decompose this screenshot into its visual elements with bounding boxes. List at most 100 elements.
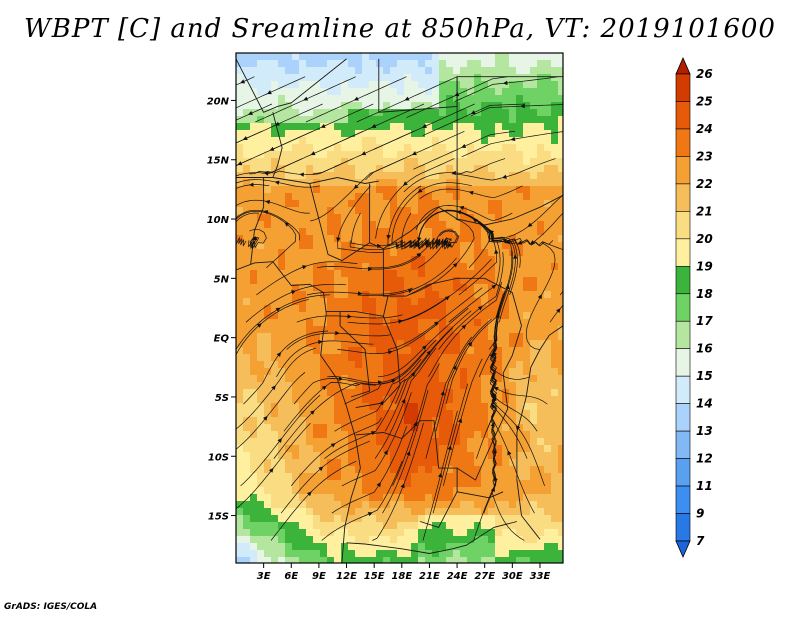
colorbar-box [675, 128, 691, 157]
streamline-arrow [320, 123, 326, 128]
boundary-line [369, 183, 458, 250]
streamline-arrow [411, 151, 417, 156]
colorbar-box [675, 238, 691, 267]
streamline-arrow [417, 188, 423, 193]
boundary-line [346, 521, 518, 554]
colorbar-box [675, 211, 691, 240]
streamline-arrow [529, 240, 535, 245]
streamline-arrow [275, 307, 281, 312]
colorbar-label: 18 [696, 287, 713, 301]
colorbar-label: 7 [696, 534, 705, 548]
map-frame [235, 52, 564, 564]
boundary-line [236, 58, 347, 113]
streamline [549, 304, 563, 323]
boundary-line [272, 112, 283, 178]
colorbar-label: 12 [696, 452, 713, 466]
streamline-arrow [452, 364, 457, 370]
streamline-arrow [357, 291, 363, 296]
boundary-line [236, 261, 361, 563]
colorbar-label: 24 [696, 122, 713, 136]
colorbar-label: 13 [696, 424, 713, 438]
streamline-arrow [502, 80, 508, 86]
streamline-arrow [461, 324, 467, 330]
streamline-arrow [406, 450, 411, 456]
colorbar-bottom-arrow [675, 540, 691, 558]
streamline-arrow [228, 242, 232, 247]
streamline-arrow [410, 372, 416, 377]
colorbar-box [675, 513, 691, 542]
streamline-arrow [237, 161, 243, 166]
streamline-arrow [240, 79, 246, 84]
colorbar-top-arrow [675, 57, 691, 75]
boundary-line [420, 491, 504, 528]
streamline [236, 184, 270, 189]
streamline-arrow [367, 512, 373, 517]
lon-tick-label: 15E [364, 571, 385, 582]
colorbar-box [675, 320, 691, 350]
streamline-arrow [318, 466, 324, 472]
colorbar-box [675, 348, 691, 377]
streamline-arrow [330, 443, 336, 448]
streamline-arrow [321, 385, 327, 391]
streamline-arrow [520, 103, 525, 109]
colorbar-box [675, 156, 691, 185]
boundary-line [382, 248, 522, 326]
streamline-arrow [467, 341, 473, 347]
boundary-line [355, 420, 458, 492]
streamline-arrow [353, 96, 359, 101]
boundary-line [516, 325, 563, 540]
streamline-arrow [303, 96, 309, 101]
streamline-arrow [510, 136, 516, 142]
streamline-arrow [252, 236, 258, 241]
streamline-arrow [437, 472, 443, 478]
streamline-arrow [338, 376, 344, 381]
streamline-arrow [502, 174, 507, 179]
colorbar-label: 16 [696, 342, 713, 356]
streamline-arrow [377, 243, 382, 249]
streamline-arrow [527, 222, 533, 228]
longitude-axis: 3E 6E 9E 12E 15E 18E 21E 24E 27E 30E 33E [257, 563, 551, 582]
streamline-arrow [417, 237, 422, 243]
streamline-arrow [353, 184, 359, 190]
streamline-arrow [407, 288, 413, 294]
boundary-line [326, 296, 389, 317]
colorbar-box [675, 430, 691, 459]
streamline-arrow [493, 386, 499, 391]
lon-tick-label: 21E [419, 571, 440, 582]
streamline-arrow [302, 265, 307, 270]
streamline-arrow [268, 467, 274, 473]
streamline-arrow [335, 330, 340, 336]
lat-tick-label: 20N [207, 96, 230, 107]
streamline-arrow [447, 445, 452, 451]
map-title: WBPT [C] and Sreamline at 850hPa, VT: 20… [24, 14, 776, 44]
colorbar-box [675, 485, 691, 514]
streamline-arrow [513, 254, 518, 259]
lat-tick-label: 10S [208, 452, 229, 463]
colorbar-label: 23 [696, 149, 713, 163]
streamline-arrow [266, 90, 272, 95]
colorbar-label: 22 [696, 177, 713, 191]
streamline-arrow [468, 190, 474, 196]
streamline-arrow [401, 398, 406, 404]
streamline-arrow [347, 314, 353, 319]
streamline-arrow [263, 415, 268, 421]
colorbar-label: 17 [696, 314, 713, 328]
colorbar-label: 14 [696, 397, 713, 411]
streamline-arrow [424, 240, 430, 246]
streamline-arrow [507, 450, 512, 456]
streamline-arrow [299, 172, 304, 177]
streamline-arrow [361, 151, 367, 156]
colorbar-box [675, 403, 691, 432]
streamlines [228, 76, 563, 541]
streamline-arrow [421, 345, 427, 351]
streamline-arrow [256, 323, 262, 328]
streamline-arrow [454, 92, 460, 97]
streamline-arrow [387, 350, 393, 355]
streamline-arrow [271, 385, 276, 391]
streamline-arrow [457, 418, 463, 423]
streamline-arrow [421, 123, 427, 128]
colorbar-box [675, 265, 691, 295]
colorbar-label: 15 [696, 369, 713, 383]
boundary-line [456, 325, 522, 481]
